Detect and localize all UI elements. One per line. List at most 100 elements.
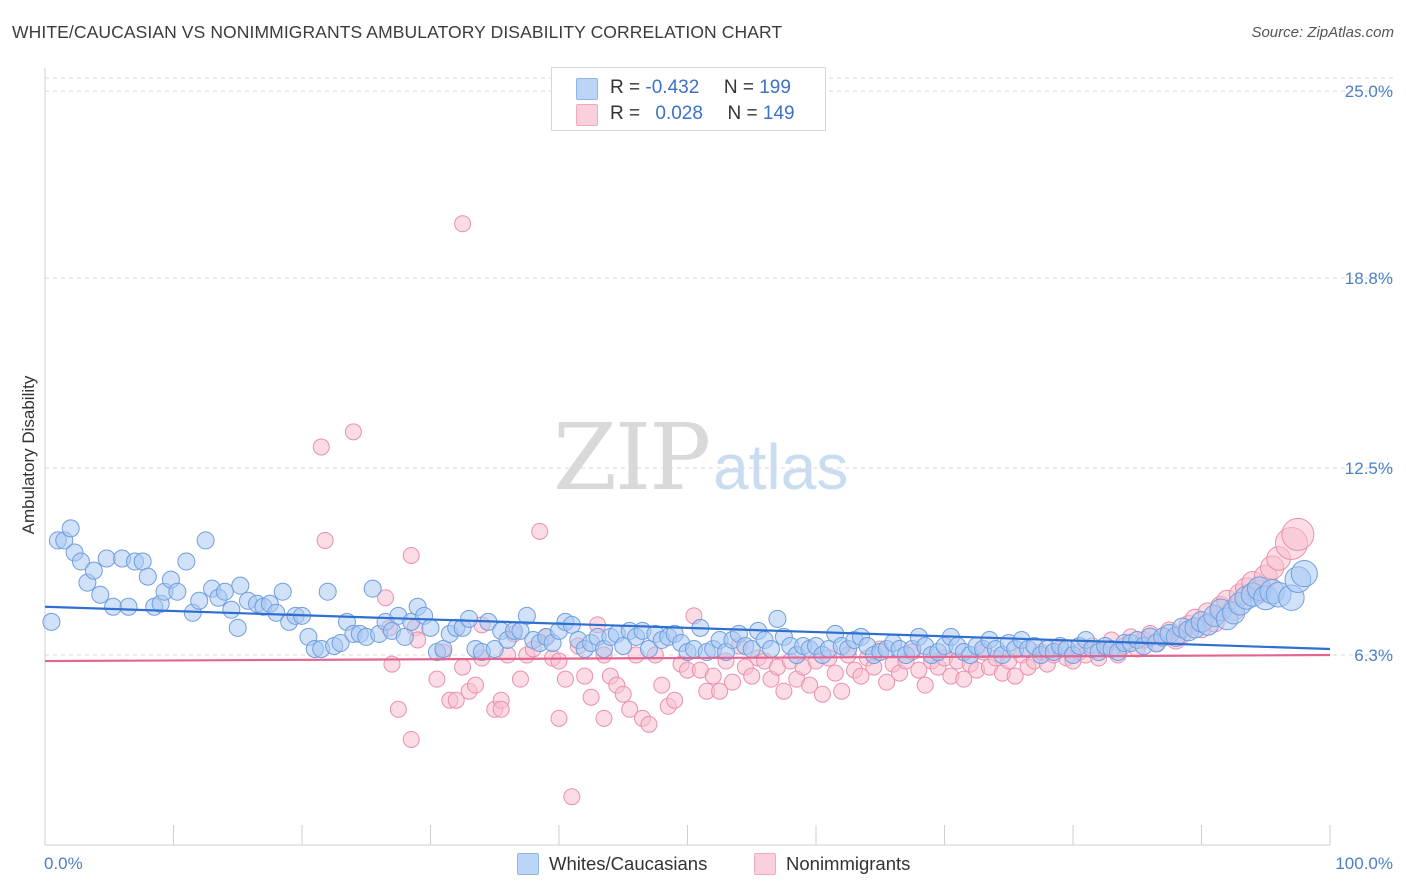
watermark-atlas: atlas <box>713 431 849 503</box>
whites-points <box>42 519 1318 665</box>
y-tick-label: 25.0% <box>1345 82 1393 101</box>
legend-r-value-whites: -0.432 <box>645 77 700 98</box>
data-point <box>84 561 103 580</box>
y-tick-label: 18.8% <box>1345 269 1393 288</box>
data-point <box>312 438 330 456</box>
data-point <box>762 639 781 658</box>
data-point <box>97 549 116 568</box>
data-point <box>576 667 594 685</box>
data-point <box>344 423 362 441</box>
x-tick-labels: 0.0% 100.0% <box>44 854 1393 873</box>
legend-n-label: N = <box>727 103 758 124</box>
data-point <box>582 688 600 706</box>
legend-n-label: N = <box>723 77 754 98</box>
data-point <box>852 667 870 685</box>
data-point <box>1281 517 1315 551</box>
data-point <box>916 676 934 694</box>
data-point <box>723 673 741 691</box>
data-point <box>801 676 819 694</box>
data-point <box>389 700 407 718</box>
data-point <box>318 582 337 601</box>
chart-title: WHITE/CAUCASIAN VS NONIMMIGRANTS AMBULAT… <box>12 22 783 42</box>
legend-r-value-nonimmigrants: 0.028 <box>655 103 703 124</box>
data-point <box>813 685 831 703</box>
axes <box>44 68 1331 846</box>
data-point <box>447 691 465 709</box>
x-tick-label: 0.0% <box>44 854 83 873</box>
data-point <box>910 661 928 679</box>
source-note: Source: ZipAtlas.com <box>1251 24 1394 41</box>
y-axis-label: Ambulatory Disability <box>19 375 38 534</box>
data-point <box>556 670 574 688</box>
data-point <box>878 673 896 691</box>
data-point <box>222 600 241 619</box>
x-tick-label: 100.0% <box>1335 854 1393 873</box>
data-point <box>666 691 684 709</box>
legend-swatch-whites <box>576 78 598 100</box>
data-point <box>550 652 568 670</box>
data-point <box>377 589 395 607</box>
bottom-legend-swatch-nonimmigrants <box>754 853 776 875</box>
data-point <box>454 658 472 676</box>
data-point <box>614 636 633 655</box>
data-point <box>402 730 420 748</box>
data-point <box>228 618 247 637</box>
data-point <box>768 609 787 628</box>
data-point <box>511 670 529 688</box>
data-point <box>621 700 639 718</box>
data-point <box>133 552 152 571</box>
correlation-legend: R = -0.432 N = 199 R = 0.028 N = 149 <box>551 67 826 131</box>
legend-n-value-nonimmigrants: 149 <box>762 103 795 124</box>
y-tick-label: 12.5% <box>1345 459 1393 478</box>
trend-lines <box>44 605 1331 663</box>
data-point <box>466 676 484 694</box>
data-point <box>826 664 844 682</box>
data-point <box>434 639 453 658</box>
data-point <box>775 682 793 700</box>
data-point <box>517 606 536 625</box>
bottom-legend-swatch-whites <box>517 853 539 875</box>
data-point <box>42 612 61 631</box>
y-tick-labels: 6.3% 12.5% 18.8% 25.0% <box>1345 82 1393 665</box>
data-point <box>61 519 80 538</box>
data-point <box>402 547 420 565</box>
trend-line-whites <box>44 605 1331 651</box>
bottom-legend-label-nonimmigrants: Nonimmigrants <box>786 853 911 874</box>
grid-lines <box>45 77 1395 656</box>
legend-r-label: R = <box>610 103 641 124</box>
nonimmigrants-points <box>312 215 1315 806</box>
data-point <box>1006 667 1024 685</box>
watermark-zip: ZIP <box>553 404 711 511</box>
legend-r-label: R = <box>610 77 641 98</box>
data-point <box>316 531 334 549</box>
data-point <box>454 215 472 233</box>
data-point <box>267 603 286 622</box>
bottom-legend-label-whites: Whites/Caucasians <box>549 853 708 874</box>
data-point <box>640 715 658 733</box>
data-point <box>273 582 292 601</box>
data-point <box>421 618 440 637</box>
trend-line-nonimmigrants <box>44 653 1331 663</box>
watermark: ZIPatlas <box>553 404 848 511</box>
data-point <box>196 531 215 550</box>
data-point <box>363 579 382 598</box>
data-point <box>563 788 581 806</box>
data-point <box>711 682 729 700</box>
data-point <box>531 522 549 540</box>
data-point <box>190 591 209 610</box>
data-point <box>91 585 110 604</box>
data-point <box>614 685 632 703</box>
data-point <box>460 609 479 628</box>
data-point <box>395 627 414 646</box>
data-point <box>485 639 504 658</box>
data-point <box>215 582 234 601</box>
data-point <box>168 582 187 601</box>
data-point <box>104 597 123 616</box>
data-point <box>833 682 851 700</box>
data-point <box>71 552 90 571</box>
legend-n-value-whites: 199 <box>759 77 791 98</box>
data-point <box>492 700 510 718</box>
data-point <box>177 552 196 571</box>
legend-swatch-nonimmigrants <box>576 104 598 126</box>
